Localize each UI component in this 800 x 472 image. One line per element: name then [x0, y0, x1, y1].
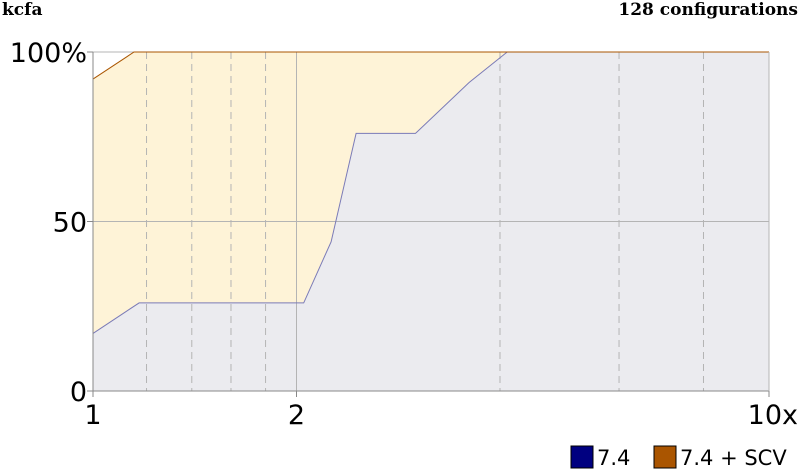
axes-layer	[87, 51, 770, 397]
x-tick-label: 2	[288, 400, 305, 431]
series-line-0	[92, 51, 769, 334]
legend-label-0: 7.4	[597, 446, 630, 470]
y-tick-label: 0	[70, 377, 87, 408]
legend: 7.4 7.4 + SCV	[570, 445, 787, 470]
chart-subtitle: 128 configurations	[618, 0, 798, 20]
x-tick-label: 10x	[748, 400, 798, 431]
line-layer	[92, 51, 769, 334]
series-line-1	[92, 51, 769, 80]
x-tick-label: 1	[84, 400, 101, 431]
chart-title: kcfa	[2, 0, 43, 20]
legend-swatch-0	[570, 445, 594, 469]
y-tick-label: 100%	[10, 38, 87, 69]
tick-label-layer: 0 50 100% 1 2 10x	[10, 38, 798, 431]
legend-label-1: 7.4 + SCV	[680, 446, 787, 470]
legend-swatch-1	[653, 445, 677, 469]
y-tick-label: 50	[53, 208, 87, 239]
